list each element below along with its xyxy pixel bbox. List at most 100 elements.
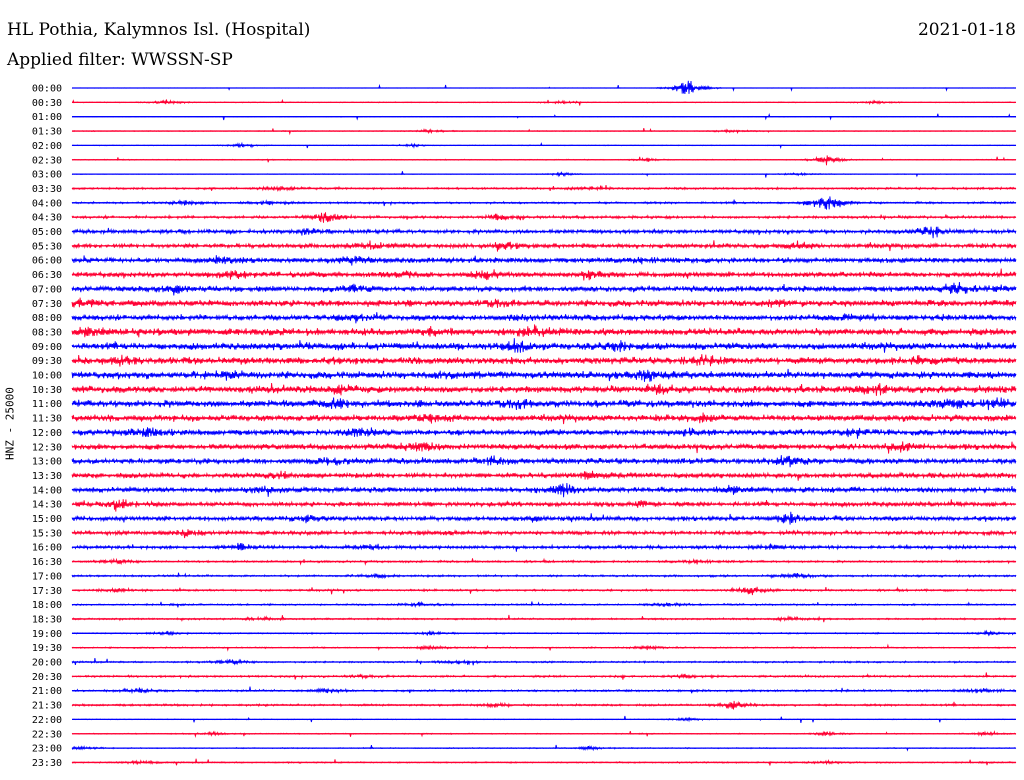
time-tick-label: 16:30	[32, 557, 62, 568]
seismic-trace-row	[71, 629, 1017, 637]
time-tick-label: 02:00	[32, 141, 62, 152]
time-tick-label: 06:00	[32, 256, 62, 267]
time-tick-label: 14:30	[32, 500, 62, 511]
seismic-trace-row	[71, 482, 1017, 498]
time-tick-label: 17:30	[32, 586, 62, 597]
time-tick-label: 07:00	[32, 284, 62, 295]
time-tick-label: 08:00	[32, 313, 62, 324]
time-tick-label: 23:30	[32, 758, 62, 769]
seismic-trace-row	[71, 80, 1017, 94]
seismic-trace-row	[71, 112, 1017, 121]
time-tick-label: 03:00	[32, 170, 62, 181]
seismic-trace-row	[71, 98, 1017, 106]
time-tick-label: 23:00	[32, 744, 62, 755]
time-tick-label: 20:00	[32, 658, 62, 669]
filter-label: Applied filter: WWSSN-SP	[7, 50, 233, 70]
seismic-trace-row	[71, 672, 1017, 680]
time-tick-label: 01:00	[32, 112, 62, 123]
seismic-trace-row	[71, 281, 1017, 296]
time-tick-label: 13:30	[32, 471, 62, 482]
time-tick-label: 10:00	[32, 371, 62, 382]
seismic-trace-row	[71, 382, 1017, 396]
seismic-trace-row	[71, 758, 1017, 766]
time-tick-label: 01:30	[32, 127, 62, 138]
seismic-trace-row	[71, 212, 1017, 223]
time-tick-label: 16:00	[32, 543, 62, 554]
seismic-trace-row	[71, 643, 1017, 652]
time-tick-label: 03:30	[32, 184, 62, 195]
seismic-trace-row	[71, 455, 1017, 468]
time-tick-label: 11:00	[32, 399, 62, 410]
time-tick-label: 10:30	[32, 385, 62, 396]
seismic-trace-row	[71, 141, 1017, 150]
seismic-trace-row	[71, 354, 1017, 367]
seismic-trace-row	[71, 572, 1017, 580]
seismic-trace-row	[71, 412, 1017, 425]
seismic-trace-row	[71, 312, 1017, 324]
seismic-trace-row	[71, 511, 1017, 525]
seismic-trace-row	[71, 171, 1017, 178]
time-tick-label: 12:30	[32, 442, 62, 453]
time-tick-label: 14:00	[32, 485, 62, 496]
time-tick-label: 18:00	[32, 600, 62, 611]
seismic-trace-row	[71, 441, 1017, 454]
seismic-trace-row	[71, 324, 1017, 338]
seismic-trace-row	[71, 700, 1017, 710]
seismic-trace-row	[71, 196, 1017, 210]
time-tick-label: 08:30	[32, 327, 62, 338]
seismic-trace-row	[71, 297, 1017, 308]
time-tick-label: 04:30	[32, 213, 62, 224]
time-tick-label: 22:00	[32, 715, 62, 726]
seismic-trace-row	[71, 600, 1017, 609]
station-title: HL Pothia, Kalymnos Isl. (Hospital)	[7, 20, 311, 40]
seismic-trace-row	[71, 255, 1017, 266]
seismic-trace-row	[71, 226, 1017, 239]
seismic-trace-row	[71, 528, 1017, 539]
time-tick-label: 21:00	[32, 686, 62, 697]
seismic-trace-row	[71, 658, 1017, 666]
seismic-trace-row	[71, 470, 1017, 481]
time-tick-label: 04:00	[32, 198, 62, 209]
time-tick-label: 19:00	[32, 629, 62, 640]
time-tick-label: 12:00	[32, 428, 62, 439]
time-tick-label: 11:30	[32, 414, 62, 425]
seismic-trace-row	[71, 268, 1017, 281]
time-tick-label: 06:30	[32, 270, 62, 281]
time-tick-label: 09:00	[32, 342, 62, 353]
record-date: 2021-01-18	[917, 20, 1016, 40]
seismic-trace-row	[71, 686, 1017, 695]
time-tick-label: 19:30	[32, 643, 62, 654]
time-tick-label: 13:00	[32, 457, 62, 468]
seismic-trace-row	[71, 542, 1017, 552]
seismic-trace-row	[71, 744, 1017, 752]
seismic-trace-row	[71, 557, 1017, 566]
seismic-trace-row	[71, 730, 1017, 738]
seismic-trace-row	[71, 586, 1017, 596]
seismic-trace-row	[71, 397, 1017, 411]
time-tick-label: 22:30	[32, 729, 62, 740]
time-tick-label: 15:00	[32, 514, 62, 525]
seismic-trace-row	[71, 368, 1017, 382]
time-tick-label: 09:30	[32, 356, 62, 367]
time-tick-label: 07:30	[32, 299, 62, 310]
time-tick-label: 20:30	[32, 672, 62, 683]
seismic-trace-row	[71, 155, 1017, 166]
time-tick-label: 00:00	[32, 84, 62, 95]
seismic-trace-row	[71, 427, 1017, 439]
seismic-trace-row	[71, 338, 1017, 353]
time-tick-label: 05:30	[32, 241, 62, 252]
time-tick-label: 02:30	[32, 155, 62, 166]
time-tick-label: 00:30	[32, 98, 62, 109]
seismic-trace-row	[71, 240, 1017, 252]
seismic-trace-row	[71, 715, 1017, 723]
time-tick-label: 17:00	[32, 571, 62, 582]
time-tick-label: 05:00	[32, 227, 62, 238]
time-tick-label: 18:30	[32, 614, 62, 625]
seismic-trace-row	[71, 499, 1017, 512]
seismic-trace-row	[71, 128, 1017, 136]
seismic-trace-row	[71, 184, 1017, 192]
seismic-trace-row	[71, 614, 1017, 623]
time-tick-label: 21:30	[32, 701, 62, 712]
time-tick-label: 15:30	[32, 528, 62, 539]
